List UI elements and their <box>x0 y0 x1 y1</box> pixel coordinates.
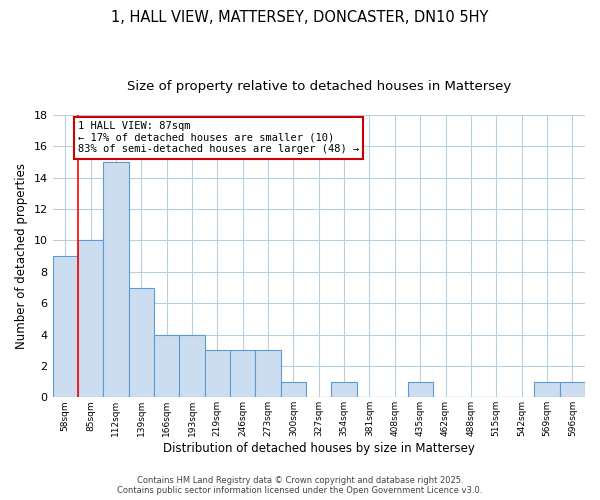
Title: Size of property relative to detached houses in Mattersey: Size of property relative to detached ho… <box>127 80 511 93</box>
Text: 1, HALL VIEW, MATTERSEY, DONCASTER, DN10 5HY: 1, HALL VIEW, MATTERSEY, DONCASTER, DN10… <box>112 10 488 25</box>
Bar <box>205 350 230 398</box>
Bar <box>281 382 306 398</box>
X-axis label: Distribution of detached houses by size in Mattersey: Distribution of detached houses by size … <box>163 442 475 455</box>
Y-axis label: Number of detached properties: Number of detached properties <box>15 163 28 349</box>
Bar <box>103 162 128 398</box>
Bar <box>407 382 433 398</box>
Bar <box>179 334 205 398</box>
Text: 1 HALL VIEW: 87sqm
← 17% of detached houses are smaller (10)
83% of semi-detache: 1 HALL VIEW: 87sqm ← 17% of detached hou… <box>78 122 359 154</box>
Bar <box>128 288 154 398</box>
Bar <box>230 350 256 398</box>
Bar <box>154 334 179 398</box>
Text: Contains HM Land Registry data © Crown copyright and database right 2025.
Contai: Contains HM Land Registry data © Crown c… <box>118 476 482 495</box>
Bar <box>53 256 78 398</box>
Bar <box>78 240 103 398</box>
Bar <box>256 350 281 398</box>
Bar <box>331 382 357 398</box>
Bar <box>560 382 585 398</box>
Bar <box>534 382 560 398</box>
